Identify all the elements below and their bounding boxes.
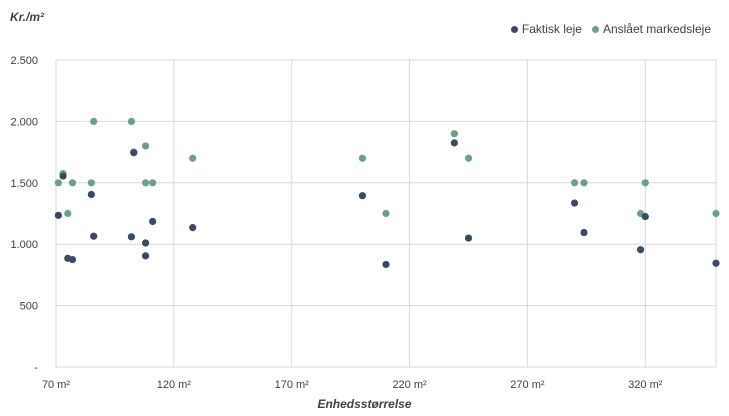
point-anslaaet-markedsleje (149, 179, 157, 187)
point-faktisk-leje (358, 192, 367, 200)
point-faktisk-leje (189, 224, 197, 232)
point-anslaaet-markedsleje (64, 209, 72, 218)
x-tick-label: 220 m² (392, 379, 427, 391)
point-anslaaet-markedsleje (580, 179, 588, 187)
y-tick-label: 500 (20, 301, 38, 313)
point-anslaaet-markedsleje (570, 179, 579, 187)
point-faktisk-leje (712, 259, 720, 267)
point-anslaaet-markedsleje (358, 154, 367, 162)
legend-label: Faktisk leje (521, 22, 582, 36)
point-faktisk-leje (59, 172, 67, 180)
y-tick-label: 2.000 (10, 116, 38, 128)
point-anslaaet-markedsleje (54, 179, 62, 187)
x-axis-ticks: 70 m² 120 m² 170 m² 220 m² 270 m² 320 m² (42, 379, 663, 391)
y-tick-label: 2.500 (10, 55, 38, 67)
point-faktisk-leje (570, 199, 579, 207)
y-tick-label: 1.500 (10, 178, 38, 190)
point-faktisk-leje (641, 212, 649, 221)
point-faktisk-leje (68, 255, 77, 264)
point-faktisk-leje (54, 211, 62, 219)
data-points (54, 117, 720, 269)
point-faktisk-leje (149, 217, 157, 226)
point-anslaaet-markedsleje (450, 130, 458, 138)
point-anslaaet-markedsleje (382, 209, 390, 218)
x-axis-title: Enhedsstørrelse (317, 397, 412, 411)
point-faktisk-leje (464, 234, 473, 242)
y-axis-title: Kr./m² (10, 10, 45, 24)
y-tick-label: - (34, 362, 38, 374)
point-anslaaet-markedsleje (189, 154, 197, 162)
legend-label: Anslået markedsleje (602, 22, 711, 36)
y-tick-label: 1.000 (10, 239, 38, 251)
point-faktisk-leje (450, 139, 458, 147)
point-faktisk-leje (127, 233, 136, 241)
legend-item-anslaaet-markedsleje: Anslået markedsleje (591, 22, 711, 36)
point-anslaaet-markedsleje (90, 117, 98, 125)
point-faktisk-leje (87, 190, 95, 199)
legend: Faktisk leje Anslået markedsleje (510, 22, 711, 36)
point-faktisk-leje (130, 149, 138, 157)
point-faktisk-leje (636, 246, 645, 254)
point-faktisk-leje (382, 260, 390, 269)
point-anslaaet-markedsleje (127, 117, 136, 125)
point-faktisk-leje (580, 228, 588, 237)
point-anslaaet-markedsleje (141, 142, 150, 150)
x-tick-label: 170 m² (275, 379, 310, 391)
y-axis-ticks: - 500 1.000 1.500 2.000 2.500 (10, 55, 38, 374)
point-anslaaet-markedsleje (141, 179, 150, 187)
x-tick-label: 70 m² (42, 379, 70, 391)
legend-item-faktisk-leje: Faktisk leje (510, 22, 582, 36)
point-faktisk-leje (90, 232, 98, 240)
legend-marker (510, 25, 518, 33)
point-anslaaet-markedsleje (712, 209, 720, 218)
x-tick-label: 320 m² (628, 379, 663, 391)
point-anslaaet-markedsleje (464, 154, 473, 162)
point-faktisk-leje (141, 239, 150, 247)
point-anslaaet-markedsleje (68, 179, 77, 187)
x-tick-label: 120 m² (157, 379, 192, 391)
legend-marker (591, 25, 599, 33)
point-anslaaet-markedsleje (87, 179, 95, 187)
point-faktisk-leje (141, 252, 150, 260)
x-tick-label: 270 m² (510, 379, 545, 391)
point-anslaaet-markedsleje (641, 179, 649, 187)
